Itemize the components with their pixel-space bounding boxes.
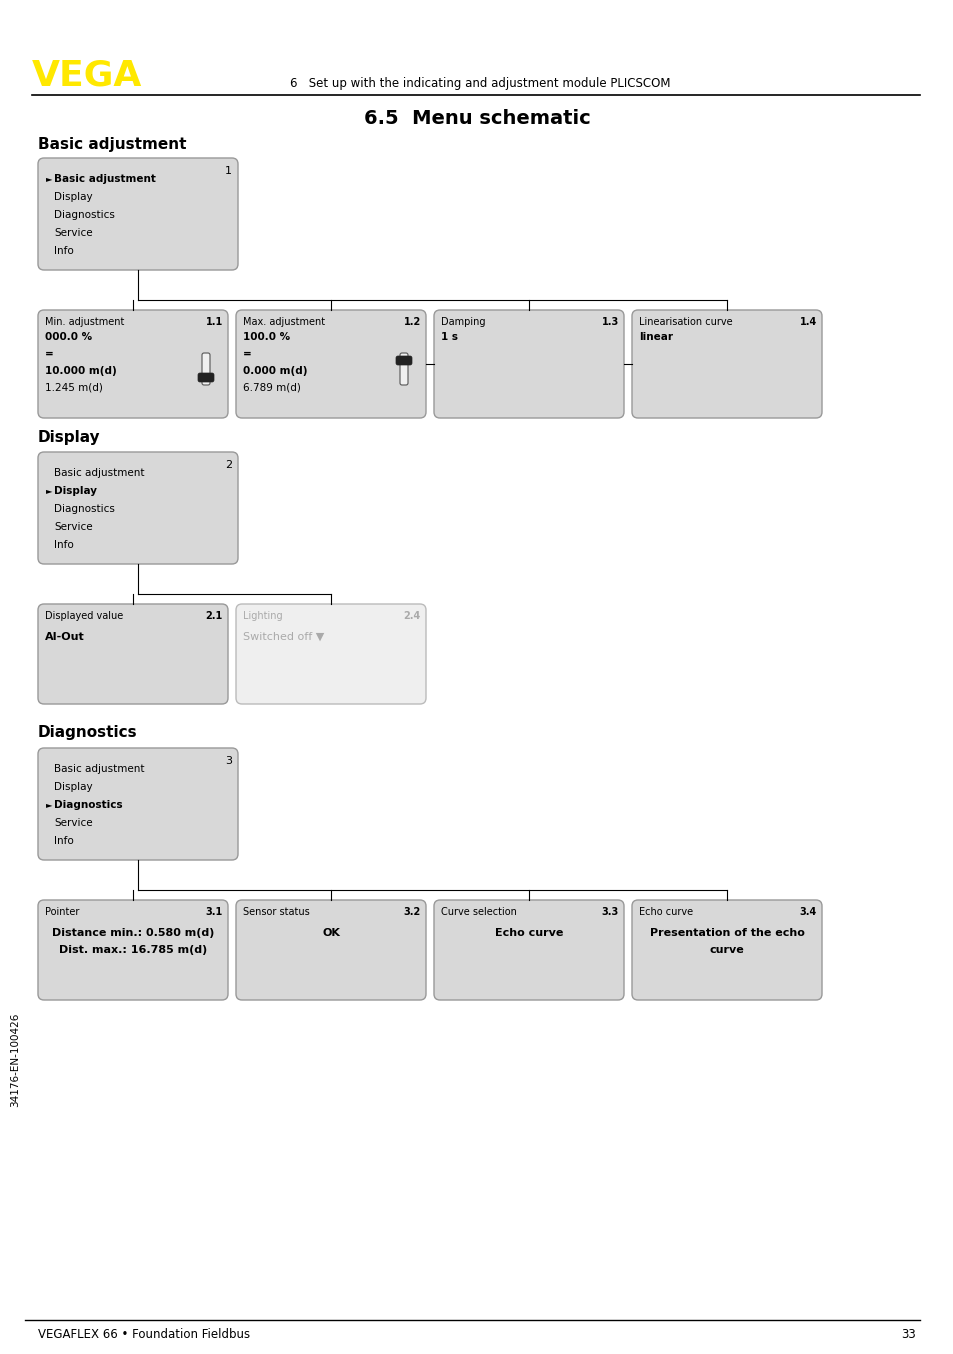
Text: Dist. max.: 16.785 m(d): Dist. max.: 16.785 m(d) [59, 945, 207, 955]
Text: 6.5  Menu schematic: 6.5 Menu schematic [363, 110, 590, 129]
Text: Info: Info [54, 246, 73, 256]
FancyBboxPatch shape [38, 452, 237, 565]
Text: Damping: Damping [440, 317, 485, 328]
Text: VEGA: VEGA [32, 58, 142, 92]
Text: 3.3: 3.3 [601, 907, 618, 917]
Text: Service: Service [54, 818, 92, 829]
FancyBboxPatch shape [399, 353, 408, 385]
Text: Displayed value: Displayed value [45, 611, 123, 621]
Text: Info: Info [54, 835, 73, 846]
Text: 2.1: 2.1 [206, 611, 223, 621]
Text: Min. adjustment: Min. adjustment [45, 317, 124, 328]
Text: Service: Service [54, 227, 92, 238]
FancyBboxPatch shape [395, 356, 412, 366]
FancyBboxPatch shape [202, 353, 210, 385]
Text: OK: OK [322, 927, 339, 938]
Text: Sensor status: Sensor status [243, 907, 310, 917]
Text: Pointer: Pointer [45, 907, 79, 917]
Text: Presentation of the echo: Presentation of the echo [649, 927, 803, 938]
Text: VEGAFLEX 66 • Foundation Fieldbus: VEGAFLEX 66 • Foundation Fieldbus [38, 1328, 250, 1340]
Text: ►: ► [46, 175, 52, 183]
Text: Service: Service [54, 523, 92, 532]
Text: 3.4: 3.4 [799, 907, 816, 917]
Text: 10.000 m(d): 10.000 m(d) [45, 366, 116, 376]
Text: Diagnostics: Diagnostics [54, 210, 114, 219]
Text: 1 s: 1 s [440, 332, 457, 343]
Text: Max. adjustment: Max. adjustment [243, 317, 325, 328]
Text: 1: 1 [225, 167, 232, 176]
Text: Linearisation curve: Linearisation curve [639, 317, 732, 328]
Text: Display: Display [54, 783, 92, 792]
Text: ►: ► [46, 486, 52, 496]
Text: 6.789 m(d): 6.789 m(d) [243, 383, 300, 393]
Text: Lighting: Lighting [243, 611, 282, 621]
Text: Basic adjustment: Basic adjustment [54, 175, 155, 184]
FancyBboxPatch shape [38, 604, 228, 704]
Text: 3: 3 [225, 756, 232, 766]
FancyBboxPatch shape [434, 900, 623, 1001]
Text: Basic adjustment: Basic adjustment [38, 137, 186, 152]
Text: Diagnostics: Diagnostics [54, 504, 114, 515]
Text: Display: Display [54, 192, 92, 202]
Text: 6   Set up with the indicating and adjustment module PLICSCOM: 6 Set up with the indicating and adjustm… [290, 77, 670, 89]
Text: Switched off ▼: Switched off ▼ [243, 632, 324, 642]
Text: Diagnostics: Diagnostics [54, 800, 123, 810]
Text: Basic adjustment: Basic adjustment [54, 468, 144, 478]
Text: curve: curve [709, 945, 743, 955]
Text: =: = [243, 349, 252, 359]
Text: ►: ► [46, 800, 52, 808]
FancyBboxPatch shape [235, 310, 426, 418]
Text: Curve selection: Curve selection [440, 907, 517, 917]
Text: AI-Out: AI-Out [45, 632, 85, 642]
Text: 1.2: 1.2 [403, 317, 420, 328]
Text: Diagnostics: Diagnostics [38, 724, 137, 741]
Text: 0.000 m(d): 0.000 m(d) [243, 366, 307, 376]
Text: 1.4: 1.4 [799, 317, 816, 328]
Text: 100.0 %: 100.0 % [243, 332, 290, 343]
Text: 34176-EN-100426: 34176-EN-100426 [10, 1013, 20, 1108]
Text: Distance min.: 0.580 m(d): Distance min.: 0.580 m(d) [51, 927, 214, 938]
FancyBboxPatch shape [38, 747, 237, 860]
Text: Echo curve: Echo curve [495, 927, 562, 938]
Text: 2: 2 [225, 460, 232, 470]
FancyBboxPatch shape [198, 372, 213, 382]
Text: 1.1: 1.1 [206, 317, 223, 328]
FancyBboxPatch shape [38, 310, 228, 418]
Text: Display: Display [54, 486, 97, 496]
Text: =: = [45, 349, 53, 359]
FancyBboxPatch shape [631, 900, 821, 1001]
FancyBboxPatch shape [434, 310, 623, 418]
Text: Info: Info [54, 540, 73, 550]
Text: 2.4: 2.4 [403, 611, 420, 621]
Text: 33: 33 [901, 1328, 915, 1340]
FancyBboxPatch shape [235, 900, 426, 1001]
Text: 000.0 %: 000.0 % [45, 332, 92, 343]
FancyBboxPatch shape [38, 900, 228, 1001]
Text: Basic adjustment: Basic adjustment [54, 764, 144, 774]
FancyBboxPatch shape [38, 158, 237, 269]
Text: linear: linear [639, 332, 672, 343]
Text: Display: Display [38, 431, 100, 445]
FancyBboxPatch shape [631, 310, 821, 418]
Text: 3.1: 3.1 [206, 907, 223, 917]
FancyBboxPatch shape [235, 604, 426, 704]
Text: Echo curve: Echo curve [639, 907, 693, 917]
Text: 1.245 m(d): 1.245 m(d) [45, 383, 103, 393]
Text: 1.3: 1.3 [601, 317, 618, 328]
Text: 3.2: 3.2 [403, 907, 420, 917]
